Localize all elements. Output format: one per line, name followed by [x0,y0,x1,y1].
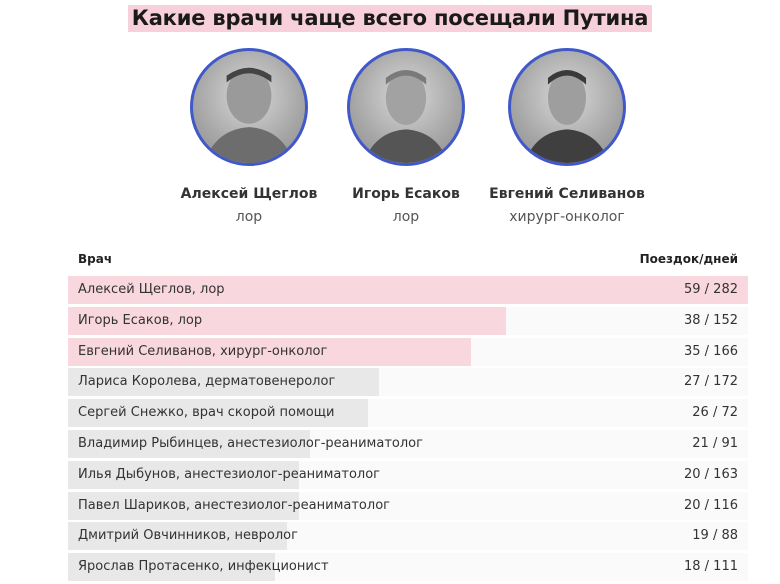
row-label: Павел Шариков, анестезиолог-реаниматолог [78,497,390,513]
row-label: Игорь Есаков, лор [78,312,203,328]
table-header: Врач Поездок/дней [68,250,748,270]
person-role-1: лор [235,209,263,225]
bar-4 [68,368,379,397]
table-row: Павел Шариков, анестезиолог-реаниматолог… [68,491,748,520]
row-label: Илья Дыбунов, анестезиолог-реаниматолог [78,466,380,482]
row-value: 26 / 72 [692,405,738,421]
bar-2 [68,306,506,335]
table-row: Евгений Селиванов, хирург-онколог 35 / 16… [68,337,748,366]
row-value: 20 / 163 [684,466,738,482]
person-name-3: Евгений Селиванов [489,186,645,202]
person-photo-2 [347,48,465,166]
column-header-trips-days: Поездок/дней [639,252,738,266]
person-role-3: хирург-онколог [509,209,625,225]
row-label: Сергей Снежко, врач скорой помощи [78,405,335,421]
title-wrap: Какие врачи чаще всего посещали Путина [0,5,780,32]
table-row: Ярослав Протасенко, инфекционист 18 / 111 [68,553,748,582]
person-silhouette-icon [363,70,449,163]
bar-10 [68,553,275,582]
person-photo-3 [508,48,626,166]
row-value: 20 / 116 [684,497,738,513]
person-card-1: Алексей Щеглов лор [159,48,339,225]
person-name-2: Игорь Есаков [352,186,460,202]
column-header-doctor: Врач [78,252,113,266]
bar-table: Алексей Щеглов, лор 59 / 282 Игорь Есаков,… [68,276,748,584]
bar-8 [68,491,299,520]
table-row: Сергей Снежко, врач скорой помощи 26 / 72 [68,399,748,428]
table-row: Владимир Рыбинцев, анестезиолог-реанимат… [68,429,748,458]
person-role-2: лор [392,209,420,225]
bar-5 [68,399,368,428]
table-row: Дмитрий Овчинников, невролог 19 / 88 [68,522,748,551]
row-value: 18 / 111 [684,559,738,575]
chart-title: Какие врачи чаще всего посещали Путина [127,5,653,32]
bar-6 [68,429,310,458]
row-value: 21 / 91 [692,435,738,451]
row-value: 27 / 172 [684,374,738,390]
table-row: Игорь Есаков, лор 38 / 152 [68,306,748,335]
person-silhouette-icon [524,70,610,163]
row-label: Евгений Селиванов, хирург-онколог [78,343,328,359]
row-value: 35 / 166 [684,343,738,359]
person-card-2: Игорь Есаков лор [316,48,496,225]
row-label: Владимир Рыбинцев, анестезиолог-реанимат… [78,435,423,451]
bar-3 [68,337,471,366]
person-card-3: Евгений Селиванов хирург-онколог [477,48,657,225]
person-silhouette-icon [204,67,294,163]
table-row: Лариса Королева, дерматовенеролог 27 / 17… [68,368,748,397]
row-label: Лариса Королева, дерматовенеролог [78,374,336,390]
row-value: 59 / 282 [684,282,738,297]
person-photo-1 [190,48,308,166]
row-label: Дмитрий Овчинников, невролог [78,528,298,544]
row-label: Ярослав Протасенко, инфекционист [78,559,329,575]
row-label: Алексей Щеглов, лор [78,282,225,297]
person-name-1: Алексей Щеглов [180,186,318,202]
table-row: Алексей Щеглов, лор 59 / 282 [68,276,748,304]
row-value: 19 / 88 [692,528,738,544]
bar-7 [68,460,299,489]
bar-9 [68,522,287,551]
table-row: Илья Дыбунов, анестезиолог-реаниматолог 2… [68,460,748,489]
row-value: 38 / 152 [684,312,738,328]
bar-1 [68,276,748,304]
